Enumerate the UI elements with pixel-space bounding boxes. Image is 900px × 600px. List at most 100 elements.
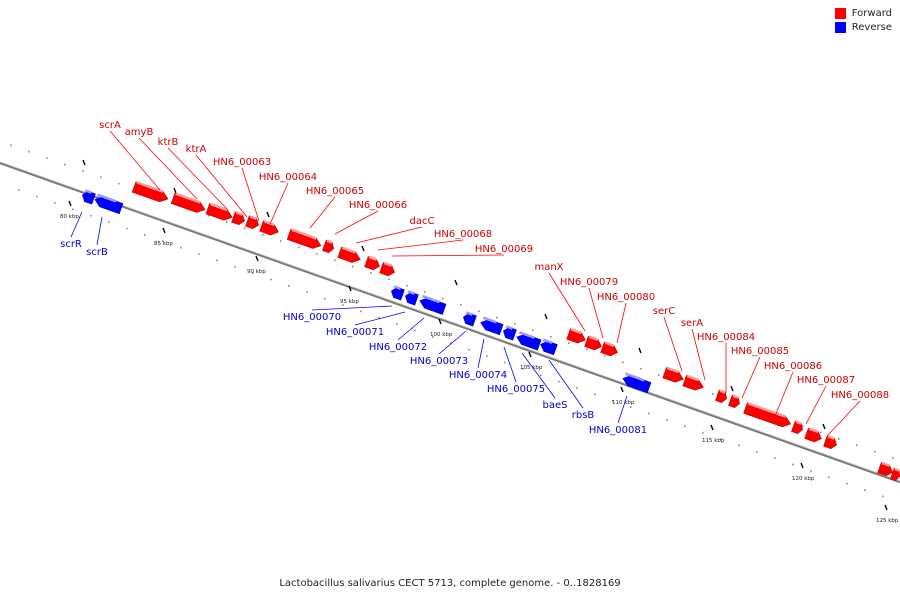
reverse-gene-arrow[interactable] — [479, 316, 504, 336]
forward-gene-arrow[interactable] — [715, 389, 728, 404]
track-dot — [514, 323, 516, 325]
forward-gene-arrow[interactable] — [364, 255, 382, 272]
forward-gene-arrow[interactable] — [890, 467, 900, 482]
track-dot — [180, 246, 182, 249]
track-dot — [82, 170, 84, 172]
forward-gene-leader — [334, 210, 379, 235]
forward-gene-arrow[interactable] — [322, 239, 335, 254]
forward-gene-arrow[interactable] — [566, 328, 588, 345]
forward-gene-arrow[interactable] — [662, 366, 686, 385]
forward-gene-arrow[interactable] — [286, 228, 323, 251]
kbp-label: 120 kbp — [792, 476, 815, 482]
forward-gene-arrow[interactable] — [259, 220, 281, 237]
track-dot — [586, 348, 588, 351]
forward-gene-arrow[interactable] — [804, 427, 824, 444]
forward-gene-leader — [167, 147, 229, 211]
forward-gene-leader — [138, 137, 198, 200]
track-dot — [666, 419, 668, 421]
track-dot — [54, 202, 56, 204]
kbp-tick — [68, 200, 72, 207]
track-dot — [892, 457, 894, 459]
track-dot — [334, 259, 336, 261]
track-dot — [244, 227, 246, 230]
track-dot — [90, 214, 92, 217]
track-dot — [802, 425, 804, 427]
track-dot — [450, 342, 452, 345]
forward-gene-label: ktrB — [158, 137, 179, 148]
track-dot — [252, 272, 254, 274]
reverse-gene-arrow[interactable] — [390, 285, 405, 301]
forward-gene-leader — [663, 316, 683, 372]
track-dot — [558, 380, 560, 383]
track-dot — [712, 393, 714, 395]
reverse-gene-arrow[interactable] — [515, 331, 542, 351]
track-dot — [604, 355, 606, 357]
ticks-layer: 80 kbp 85 kbp 90 kbp 95 kbp 100 kbp 105 kbp 11… — [60, 159, 899, 524]
forward-gene-arrow[interactable] — [600, 341, 620, 358]
reverse-gene-arrow[interactable] — [462, 311, 477, 327]
track-dot — [756, 450, 758, 453]
track-dot — [478, 310, 480, 313]
forward-gene-arrow[interactable] — [245, 215, 261, 230]
forward-gene-arrow[interactable] — [682, 374, 706, 393]
minor-tick — [454, 279, 458, 286]
forward-gene-arrow[interactable] — [231, 211, 247, 226]
forward-gene-label: HN6_00063 — [213, 157, 271, 168]
forward-gene-arrow[interactable] — [743, 402, 793, 429]
reverse-gene-arrow[interactable] — [539, 338, 558, 356]
kbp-tick — [255, 255, 259, 262]
forward-gene-label: HN6_00086 — [764, 361, 822, 372]
forward-gene-arrow[interactable] — [379, 261, 397, 278]
forward-gene-arrow[interactable] — [728, 394, 741, 409]
genome-backbone — [0, 161, 900, 484]
track-dot — [648, 412, 650, 415]
track-dot — [216, 259, 218, 262]
forward-gene-arrow[interactable] — [823, 435, 839, 450]
reverse-gene-leader — [617, 395, 628, 424]
forward-gene-leader — [826, 400, 861, 437]
reverse-gene-arrow[interactable] — [502, 325, 517, 341]
track-dot — [208, 214, 210, 217]
forward-gene-leader — [616, 302, 627, 344]
kbp-label: 125 kbp — [876, 518, 899, 524]
forward-gene-arrow[interactable] — [337, 246, 363, 265]
track-dot — [640, 367, 642, 370]
forward-gene-label: HN6_00066 — [349, 200, 407, 211]
kbp-tick — [162, 227, 166, 234]
kbp-label: 115 kbp — [702, 438, 725, 444]
track-dot — [864, 489, 866, 491]
track-dot — [64, 163, 66, 166]
forward-gene-arrow[interactable] — [205, 202, 235, 223]
reverse-gene-arrow[interactable] — [404, 290, 419, 306]
forward-gene-leader — [195, 154, 248, 218]
forward-gene-arrow[interactable] — [170, 192, 207, 215]
track-dot — [576, 387, 578, 389]
reverse-gene-arrow[interactable] — [418, 294, 447, 315]
forward-gene-label: dacC — [410, 216, 435, 227]
track-dot — [396, 323, 398, 325]
track-dot — [550, 335, 552, 338]
track-dot — [162, 240, 164, 243]
forward-gene-arrow[interactable] — [877, 461, 895, 478]
forward-gene-arrow[interactable] — [791, 420, 804, 435]
forward-gene-label: HN6_00084 — [697, 332, 755, 343]
forward-gene-arrow[interactable] — [584, 335, 604, 352]
reverse-gene-arrow[interactable] — [621, 372, 652, 394]
track-dot — [414, 329, 416, 332]
forward-gene-arrow[interactable] — [131, 181, 170, 204]
legend-forward-label: Forward — [851, 8, 892, 19]
forward-gene-leader — [741, 356, 761, 399]
kbp-label: 85 kbp — [154, 241, 173, 247]
track-dot — [738, 444, 740, 447]
forward-gene-label: serA — [681, 318, 703, 329]
reverse-gene-arrow[interactable] — [81, 189, 96, 205]
reverse-gene-label: HN6_00075 — [487, 384, 545, 395]
forward-gene-leader — [588, 287, 604, 339]
track-dot — [108, 221, 110, 223]
reverse-gene-arrow[interactable] — [93, 193, 124, 215]
legend-reverse: Reverse — [834, 22, 892, 33]
track-dot — [406, 284, 408, 287]
reverse-gene-leader — [311, 305, 393, 311]
